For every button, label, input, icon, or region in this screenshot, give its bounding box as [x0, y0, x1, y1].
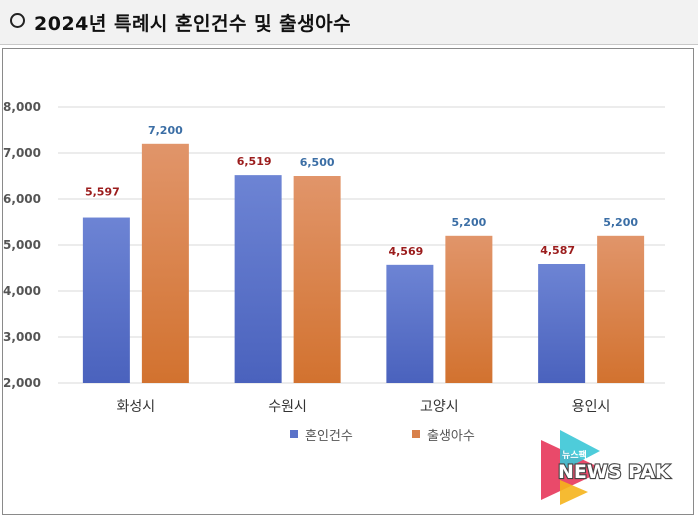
logo-play-accent-icon: [560, 430, 600, 472]
x-category-label: 화성시: [117, 399, 156, 415]
bar-혼인건수-수원시: [234, 175, 282, 383]
header-bar: 2024년 특례시 혼인건수 및 출생아수: [0, 0, 698, 45]
logo-play-yellow-icon: [560, 480, 588, 505]
bar-혼인건수-용인시: [538, 263, 586, 383]
y-tick-label: 7,000: [3, 146, 41, 160]
data-label-혼인건수-화성시: 5,597: [85, 186, 120, 199]
bar-출생아수-수원시: [293, 176, 341, 383]
x-category-label: 고양시: [420, 399, 459, 415]
logo-play-icon: [541, 440, 605, 500]
y-tick-label: 6,000: [3, 192, 41, 206]
bar-출생아수-용인시: [597, 235, 645, 383]
bar-혼인건수-화성시: [82, 217, 130, 383]
bar-혼인건수-고양시: [386, 264, 434, 383]
bar-출생아수-화성시: [141, 143, 189, 383]
data-labels: 5,597 7,200 6,519 6,500 4,569 5,200 4,587 5,200: [85, 124, 638, 258]
page-title: 2024년 특례시 혼인건수 및 출생아수: [34, 13, 352, 35]
legend-swatch-출생아수: [412, 430, 420, 438]
data-label-혼인건수-용인시: 4,587: [540, 244, 575, 257]
y-tick-label: 8,000: [3, 100, 41, 114]
data-label-출생아수-수원시: 6,500: [300, 156, 335, 169]
y-tick-label: 4,000: [3, 284, 41, 298]
y-tick-label: 3,000: [3, 330, 41, 344]
data-label-출생아수-화성시: 7,200: [148, 124, 183, 137]
legend-label-출생아수: 출생아수: [427, 429, 475, 444]
legend-swatch-혼인건수: [290, 430, 298, 438]
y-tick-label: 2,000: [3, 376, 41, 390]
data-label-출생아수-용인시: 5,200: [603, 216, 638, 229]
chart-frame: [2, 48, 694, 515]
data-label-혼인건수-수원시: 6,519: [237, 155, 272, 168]
y-tick-label: 5,000: [3, 238, 41, 252]
circle-bullet-icon: [10, 13, 25, 28]
news-pak-logo: 뉴스팩 NEWS PAK: [541, 430, 672, 505]
x-category-label: 용인시: [572, 399, 611, 415]
x-category-label: 수원시: [268, 399, 307, 415]
y-axis: 8,000 7,000 6,000 5,000 4,000 3,000 2,000: [3, 100, 41, 390]
legend-label-혼인건수: 혼인건수: [305, 429, 353, 444]
data-label-출생아수-고양시: 5,200: [451, 216, 486, 229]
x-axis: 화성시 수원시 고양시 용인시: [117, 399, 611, 415]
data-label-혼인건수-고양시: 4,569: [388, 245, 423, 258]
logo-main-text: NEWS PAK: [558, 461, 671, 483]
legend: 혼인건수 출생아수: [290, 429, 475, 444]
bar-출생아수-고양시: [445, 235, 493, 383]
logo-small-text: 뉴스팩: [562, 449, 587, 461]
bars: [82, 143, 645, 383]
